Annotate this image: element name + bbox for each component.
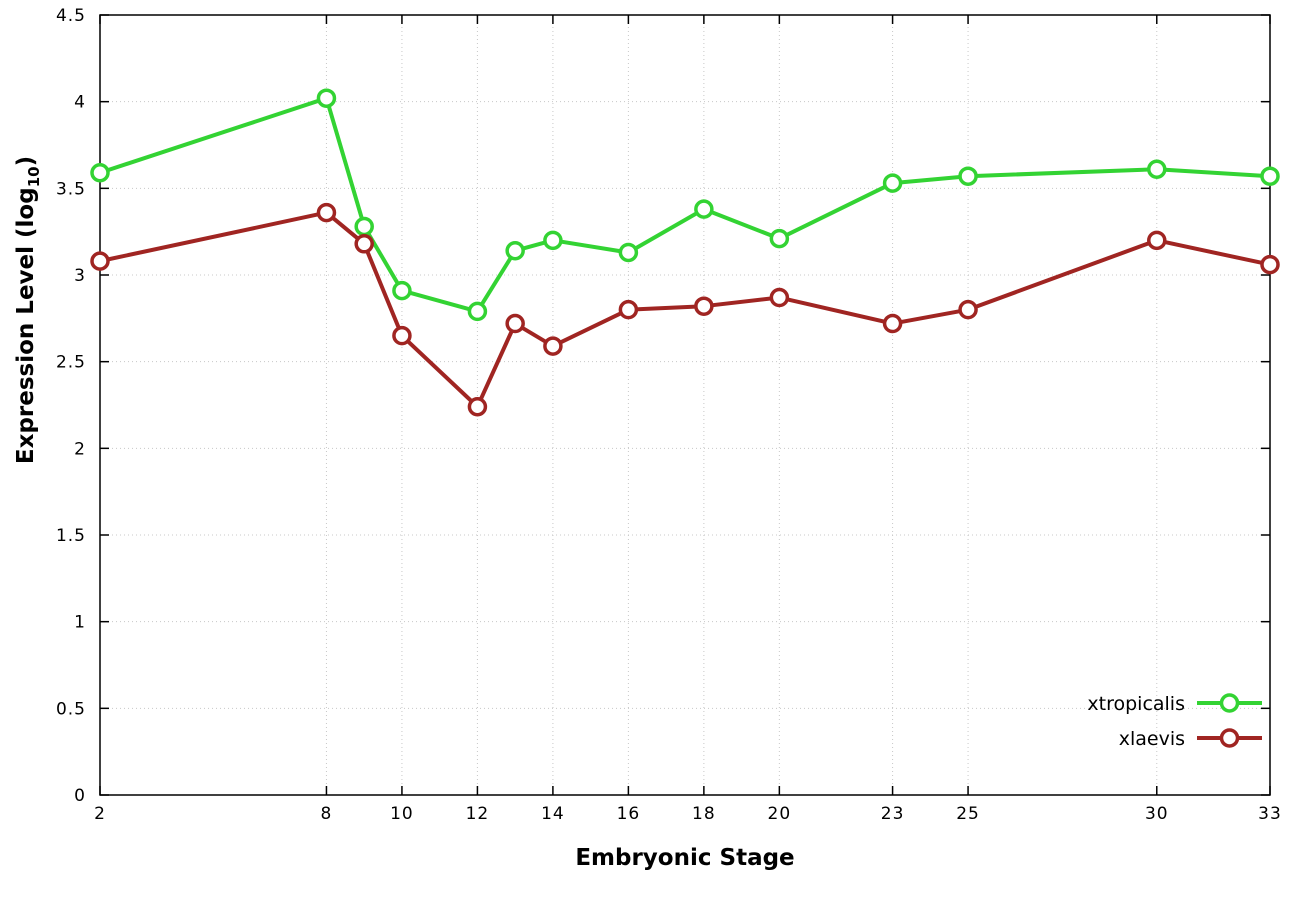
- xlaevis-marker: [882, 313, 903, 334]
- tick-labels: 2 8 10 12 14 16 18 20 23 25 30 33 0 0.5 1 1.5 2 2.5 3 3.5 4 4…: [56, 6, 1282, 824]
- xtropicalis-marker: [543, 230, 563, 251]
- xtropicalis-marker: [769, 228, 790, 249]
- xlaevis-marker: [543, 336, 563, 356]
- y-tick-label: 4.5: [56, 6, 86, 26]
- xtropicalis-marker: [618, 242, 639, 263]
- legend-label-xtropicalis: xtropicalis: [1087, 693, 1185, 715]
- y-tick-label: 2.5: [56, 353, 86, 373]
- x-tick-label: 10: [390, 804, 414, 824]
- y-tick-label: 3.5: [56, 179, 86, 199]
- xtropicalis-marker: [694, 199, 714, 219]
- x-tick-label: 33: [1258, 804, 1282, 824]
- y-tick-label: 1: [74, 613, 86, 633]
- x-tick-label: 16: [617, 804, 641, 824]
- xlaevis-marker: [618, 299, 639, 320]
- x-tick-label: 25: [956, 804, 980, 824]
- x-tick-label: 30: [1145, 804, 1169, 824]
- y-axis-title: Expression Level (log10): [13, 156, 43, 464]
- xlaevis-marker: [958, 299, 978, 320]
- xlaevis-marker: [467, 396, 488, 417]
- xlaevis-marker: [505, 313, 525, 334]
- xlaevis-line: [98, 210, 1272, 409]
- y-tick-label: 1.5: [56, 526, 86, 546]
- xlaevis-marker: [392, 325, 412, 346]
- xlaevis-marker: [1260, 254, 1280, 275]
- legend-label-xlaevis: xlaevis: [1119, 728, 1185, 750]
- x-tick-label: 20: [768, 804, 792, 824]
- x-axis-title: Embryonic Stage: [575, 845, 795, 871]
- xlaevis-marker: [90, 251, 110, 271]
- legend-marker-xtropicalis: [1219, 693, 1240, 713]
- x-tick-label: 2: [94, 804, 106, 824]
- xtropicalis-marker: [354, 216, 374, 237]
- x-tick-label: 12: [466, 804, 490, 824]
- y-tick-label: 0: [74, 786, 86, 806]
- y-tick-label: 4: [74, 93, 86, 113]
- xtropicalis-marker: [958, 166, 978, 186]
- y-axis-title-suffix: ): [13, 155, 40, 167]
- xtropicalis-marker: [1147, 159, 1167, 180]
- x-tick-label: 23: [881, 804, 905, 824]
- xtropicalis-marker: [392, 280, 412, 301]
- plot-border: [99, 14, 1271, 796]
- xtropicalis-marker: [90, 162, 110, 183]
- x-tick-label: 14: [541, 804, 565, 824]
- legend-entry-xlaevis: xlaevis: [1119, 728, 1262, 750]
- xlaevis-marker: [1147, 230, 1167, 251]
- y-axis-title-subscript: 10: [24, 166, 43, 188]
- xtropicalis-marker: [882, 173, 903, 193]
- xtropicalis-marker: [316, 88, 337, 108]
- legend-entry-xtropicalis: xtropicalis: [1087, 693, 1262, 715]
- xtropicalis-line: [98, 96, 1272, 314]
- xlaevis-marker: [769, 287, 790, 308]
- y-tick-label: 0.5: [56, 699, 86, 719]
- xtropicalis-marker: [1260, 166, 1280, 186]
- xlaevis-marker: [354, 234, 374, 254]
- gridlines: [99, 14, 1271, 796]
- series-xtropicalis: [90, 88, 1280, 322]
- y-axis-title-text: Expression Level (log: [13, 187, 40, 465]
- series-xlaevis: [90, 202, 1280, 417]
- legend: xtropicalis xlaevis: [1087, 693, 1262, 750]
- x-tick-label: 8: [321, 804, 333, 824]
- x-tick-label: 18: [692, 804, 716, 824]
- legend-marker-xlaevis: [1219, 728, 1240, 748]
- xlaevis-marker: [694, 296, 714, 316]
- xtropicalis-marker: [505, 240, 525, 261]
- y-tick-label: 2: [74, 439, 86, 459]
- y-tick-label: 3: [74, 266, 86, 286]
- xlaevis-marker: [316, 202, 337, 223]
- xtropicalis-marker: [467, 301, 488, 322]
- axis-ticks: [99, 14, 1271, 796]
